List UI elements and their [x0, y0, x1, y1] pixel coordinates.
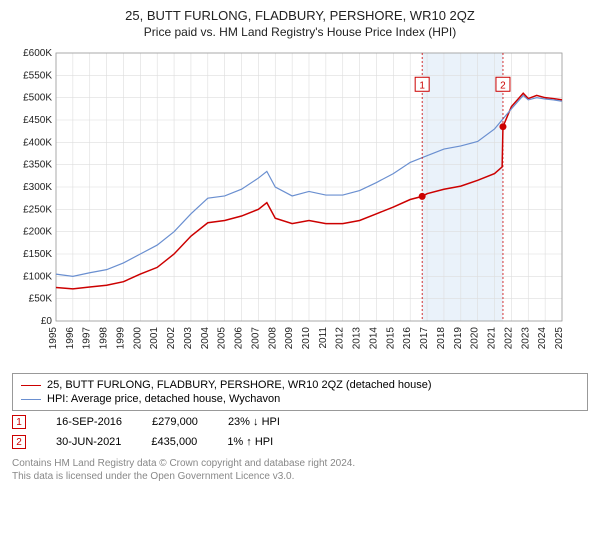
svg-text:2007: 2007	[250, 327, 261, 350]
svg-text:2010: 2010	[301, 327, 312, 350]
svg-text:2016: 2016	[402, 327, 413, 350]
svg-text:2004: 2004	[200, 327, 211, 350]
legend-item-hpi: HPI: Average price, detached house, Wych…	[21, 392, 579, 406]
svg-text:2001: 2001	[149, 327, 160, 350]
svg-text:2021: 2021	[487, 327, 498, 350]
sale-date: 16-SEP-2016	[56, 416, 122, 428]
sale-marker-1: 1	[12, 415, 26, 429]
svg-text:2015: 2015	[385, 327, 396, 350]
svg-text:2009: 2009	[284, 327, 295, 350]
svg-text:2025: 2025	[554, 327, 565, 350]
legend-label: 25, BUTT FURLONG, FLADBURY, PERSHORE, WR…	[47, 379, 432, 391]
svg-text:2: 2	[500, 80, 506, 91]
svg-text:2023: 2023	[520, 327, 531, 350]
sale-date: 30-JUN-2021	[56, 436, 121, 448]
svg-text:2011: 2011	[318, 327, 329, 349]
sale-row: 2 30-JUN-2021 £435,000 1% ↑ HPI	[12, 431, 588, 451]
legend-item-property: 25, BUTT FURLONG, FLADBURY, PERSHORE, WR…	[21, 378, 579, 392]
page-title: 25, BUTT FURLONG, FLADBURY, PERSHORE, WR…	[12, 8, 588, 23]
svg-text:2003: 2003	[183, 327, 194, 350]
svg-text:£0: £0	[41, 316, 53, 327]
svg-text:2008: 2008	[267, 327, 278, 350]
svg-text:2024: 2024	[537, 327, 548, 350]
footnote-line: This data is licensed under the Open Gov…	[12, 470, 588, 483]
svg-text:2019: 2019	[453, 327, 464, 350]
sale-price: £279,000	[152, 416, 198, 428]
legend-swatch	[21, 399, 41, 400]
price-chart: £0 £50K £100K £150K £200K £250K £300K £350K £400…	[12, 47, 588, 367]
svg-text:1998: 1998	[99, 327, 110, 350]
svg-text:2014: 2014	[368, 327, 379, 350]
svg-text:£100K: £100K	[23, 271, 52, 282]
svg-text:£150K: £150K	[23, 249, 52, 260]
svg-text:2013: 2013	[352, 327, 363, 350]
svg-text:2000: 2000	[132, 327, 143, 350]
legend-swatch	[21, 385, 41, 386]
svg-text:1: 1	[419, 80, 425, 91]
svg-text:1999: 1999	[115, 327, 126, 350]
svg-text:2012: 2012	[335, 327, 346, 350]
svg-text:£550K: £550K	[23, 70, 52, 81]
svg-text:1996: 1996	[65, 327, 76, 350]
footnote-line: Contains HM Land Registry data © Crown c…	[12, 457, 588, 470]
svg-text:2006: 2006	[234, 327, 245, 350]
svg-text:£50K: £50K	[29, 294, 53, 305]
svg-text:2022: 2022	[503, 327, 514, 350]
svg-text:£400K: £400K	[23, 137, 52, 148]
svg-text:2005: 2005	[217, 327, 228, 350]
svg-text:£300K: £300K	[23, 182, 52, 193]
svg-text:£250K: £250K	[23, 204, 52, 215]
legend: 25, BUTT FURLONG, FLADBURY, PERSHORE, WR…	[12, 373, 588, 411]
svg-text:£600K: £600K	[23, 48, 52, 59]
chart-svg: £0 £50K £100K £150K £200K £250K £300K £350K £400…	[12, 47, 572, 367]
svg-text:2002: 2002	[166, 327, 177, 350]
sale-diff: 1% ↑ HPI	[227, 436, 273, 448]
svg-text:£200K: £200K	[23, 227, 52, 238]
svg-text:2018: 2018	[436, 327, 447, 350]
sale-marker-2: 2	[12, 435, 26, 449]
svg-text:£450K: £450K	[23, 115, 52, 126]
sale-diff: 23% ↓ HPI	[228, 416, 280, 428]
svg-text:1995: 1995	[48, 327, 59, 350]
svg-text:2017: 2017	[419, 327, 430, 350]
footnote: Contains HM Land Registry data © Crown c…	[12, 457, 588, 483]
sale-row: 1 16-SEP-2016 £279,000 23% ↓ HPI	[12, 411, 588, 431]
svg-text:1997: 1997	[82, 327, 93, 350]
legend-label: HPI: Average price, detached house, Wych…	[47, 393, 280, 405]
svg-text:2020: 2020	[470, 327, 481, 350]
svg-text:£350K: £350K	[23, 160, 52, 171]
svg-text:£500K: £500K	[23, 93, 52, 104]
sale-price: £435,000	[151, 436, 197, 448]
page-subtitle: Price paid vs. HM Land Registry's House …	[12, 25, 588, 39]
